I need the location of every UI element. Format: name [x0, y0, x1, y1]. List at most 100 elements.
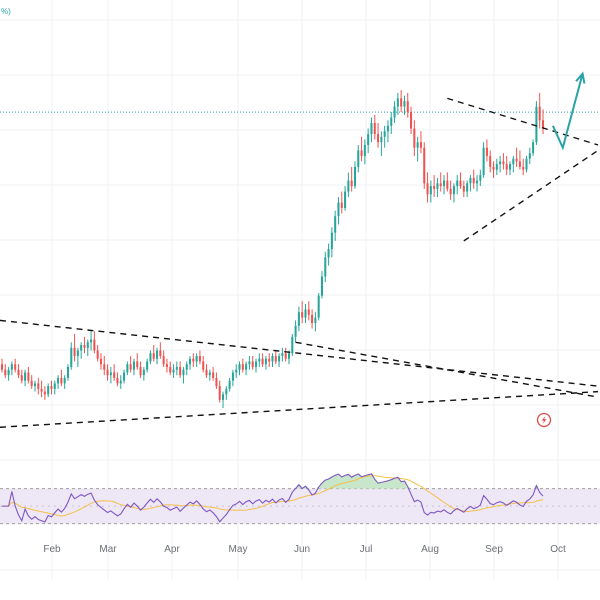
candle-body [40, 388, 43, 392]
candle-body [179, 366, 182, 376]
candle-body [459, 180, 462, 187]
candle-body [360, 150, 363, 156]
candle-body [535, 106, 538, 143]
candle-body [515, 158, 518, 162]
candle-body [136, 361, 139, 367]
candle-body [142, 369, 145, 376]
candle-body [505, 164, 508, 170]
candle-body [119, 380, 122, 384]
candle-body [162, 356, 165, 365]
candle-body [518, 161, 521, 167]
candle-body [27, 372, 30, 381]
candle-body [169, 366, 172, 373]
candle-body [311, 314, 314, 324]
candle-body [241, 364, 244, 370]
candle-body [287, 353, 291, 359]
candle-body [152, 353, 155, 359]
candle-body [231, 372, 234, 381]
candle-body [541, 120, 545, 129]
candle-body [528, 153, 531, 159]
candle-body [344, 191, 347, 208]
candle-body [60, 377, 63, 384]
candle-body [334, 216, 337, 233]
x-tick-label: Mar [99, 544, 117, 555]
candle-body [532, 142, 535, 154]
candle-body [419, 142, 422, 148]
candle-body [228, 380, 231, 389]
candle-body [377, 134, 380, 143]
candle-body [304, 309, 307, 318]
candle-body [347, 180, 350, 192]
x-axis: Feb Mar Apr May Jun Jul Aug Sep Oct [43, 544, 566, 555]
candle-body [307, 309, 310, 315]
candle-body [264, 358, 267, 365]
candle-body [320, 276, 324, 296]
forecast-arrow-line [551, 73, 584, 151]
lightning-bolt-icon[interactable] [536, 412, 552, 428]
trendlines [0, 97, 599, 428]
candle-body [50, 386, 53, 389]
forecast-arrow [551, 71, 586, 151]
candle-body [390, 117, 393, 126]
candle-body [218, 386, 221, 400]
candle-body [198, 356, 201, 362]
candle-body [17, 369, 20, 376]
candle-body [80, 345, 83, 351]
candle-body [57, 377, 60, 384]
candle-body [426, 183, 429, 195]
trendline [295, 341, 599, 398]
candle-body [129, 364, 132, 370]
candle-body [386, 125, 389, 132]
candle-body [456, 180, 459, 187]
candle-body [205, 369, 208, 376]
candle-body [149, 353, 152, 362]
candle-body [109, 372, 112, 376]
candle-body [123, 372, 126, 381]
candlestick-series [0, 90, 545, 409]
candle-body [291, 336, 294, 354]
candle-body [0, 364, 4, 370]
candle-body [139, 366, 142, 376]
candle-body [297, 312, 300, 326]
candle-body [439, 183, 442, 187]
candle-body [165, 364, 168, 367]
corner-label: %) [1, 7, 11, 16]
candle-body [396, 98, 399, 107]
candle-body [443, 180, 446, 187]
forecast-arrow-head [575, 71, 586, 84]
candle-body [185, 364, 188, 370]
candle-body [24, 372, 27, 381]
candle-body [522, 166, 525, 170]
candle-body [99, 358, 102, 365]
candle-body [53, 383, 56, 389]
trendline [447, 97, 599, 146]
candle-body [70, 347, 73, 367]
event-marker[interactable] [536, 412, 552, 428]
candle-body [370, 123, 373, 134]
candle-body [225, 388, 228, 395]
candle-body [261, 358, 264, 365]
candle-body [413, 128, 416, 148]
candle-body [254, 361, 258, 367]
candle-body [172, 369, 175, 373]
candle-body [502, 161, 505, 165]
candle-body [469, 177, 472, 184]
candle-body [278, 356, 281, 362]
candle-body [156, 350, 159, 359]
candle-body [189, 358, 192, 365]
lightning-bolt-glyph [541, 416, 547, 424]
candle-body [202, 361, 205, 370]
candle-body [215, 377, 218, 387]
candle-body [175, 366, 178, 370]
candle-body [90, 339, 93, 343]
candle-body [410, 112, 413, 129]
candle-body [479, 175, 482, 181]
candle-body [433, 186, 436, 189]
candle-body [429, 186, 432, 195]
candle-body [357, 150, 360, 167]
candle-body [33, 383, 37, 387]
candle-body [76, 350, 79, 356]
candle-body [7, 369, 10, 376]
candle-body [258, 358, 261, 362]
